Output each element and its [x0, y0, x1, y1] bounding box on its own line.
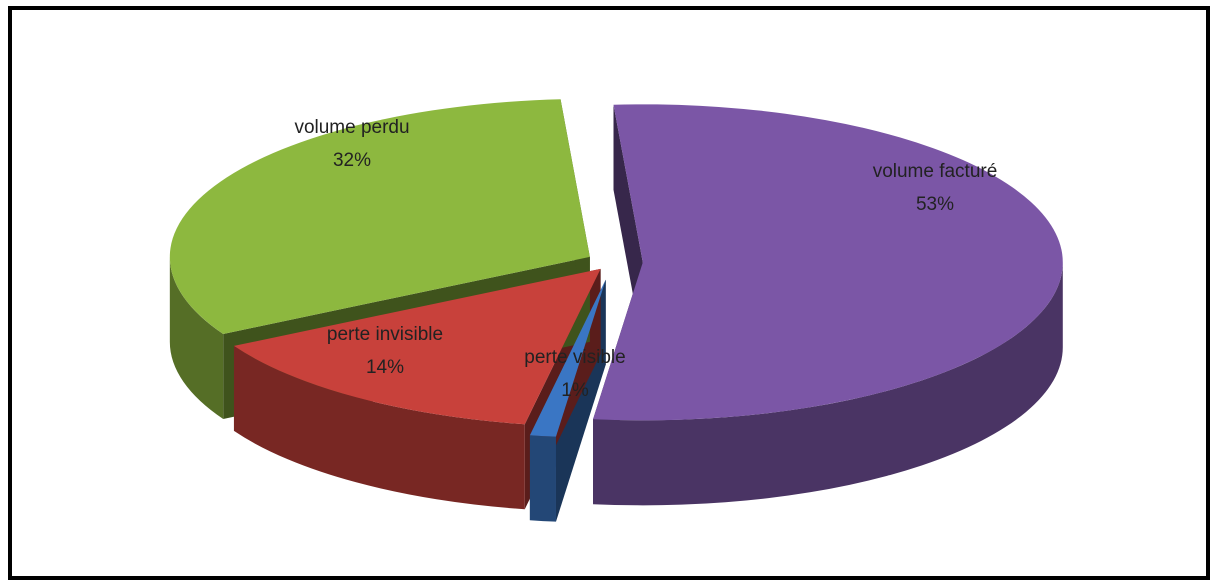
slice-value-label: 53% [916, 194, 954, 215]
slice-label: perte invisible [327, 324, 443, 345]
slice-value-label: 32% [333, 150, 371, 171]
slice-value-label: 1% [561, 380, 589, 401]
slice-side [169, 256, 224, 419]
slice [593, 104, 1063, 421]
slice-side [233, 345, 525, 510]
slice-label: volume facturé [873, 161, 998, 182]
slice-label: perte visible [524, 347, 625, 368]
slice-side [529, 435, 556, 522]
slice-value-label: 14% [366, 357, 404, 378]
slice [233, 268, 601, 425]
slice [169, 99, 590, 334]
slice-label: volume perdu [294, 117, 409, 138]
slice-side [593, 262, 1063, 506]
slice [529, 279, 606, 437]
